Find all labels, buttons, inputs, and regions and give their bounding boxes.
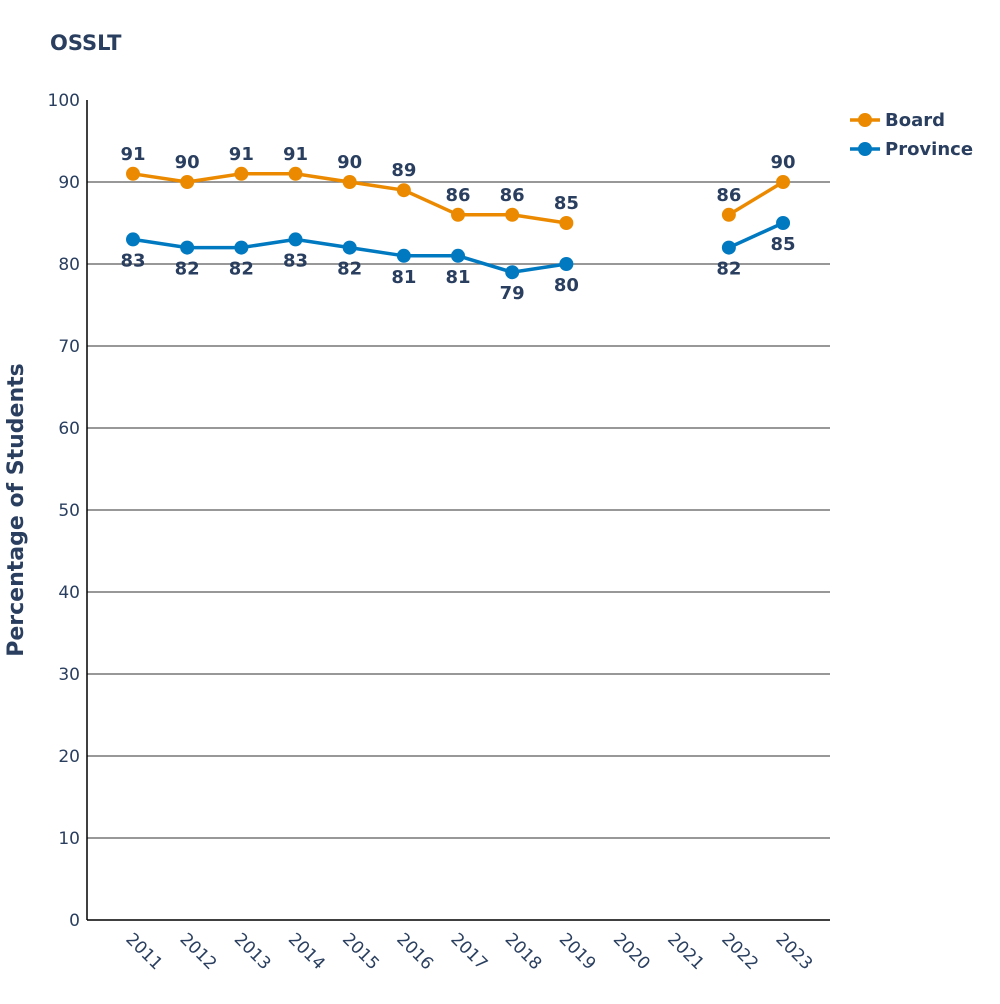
x-tick-label: 2016 [392,929,437,974]
data-point[interactable] [776,175,791,189]
data-point[interactable] [288,166,303,181]
x-tick-label: 2023 [772,929,817,974]
data-point[interactable] [721,207,736,222]
data-point[interactable] [180,240,195,255]
data-label: 81 [445,267,470,288]
legend-marker [858,142,872,156]
x-tick-label: 2019 [555,929,600,974]
y-tick-label: 70 [58,337,80,357]
x-tick-label: 2020 [609,929,654,974]
data-point[interactable] [180,175,195,189]
chart-title: OSSLT [50,31,122,55]
data-label: 86 [500,185,525,206]
data-label: 91 [120,144,145,165]
series-line [728,221,784,250]
data-label: 86 [716,185,741,206]
y-tick-label: 0 [69,911,80,931]
series-board: 91 90 91 91 90 89 86 86 85 86 90 [120,144,796,230]
series-province: 83 82 82 83 82 81 81 79 80 82 85 [120,216,796,304]
data-point[interactable] [234,240,249,255]
data-label: 82 [175,259,200,280]
y-tick-label: 50 [58,501,80,521]
data-point[interactable] [721,240,736,255]
data-point[interactable] [776,216,791,230]
data-point[interactable] [342,240,357,255]
data-point[interactable] [505,207,520,222]
data-label: 90 [175,152,200,173]
x-tick-label: 2015 [338,929,383,974]
legend-label: Board [885,110,945,131]
data-label: 90 [771,152,796,173]
data-label: 82 [716,259,741,280]
x-tick-label: 2017 [446,929,491,974]
data-point[interactable] [559,257,574,271]
data-label: 89 [391,160,416,181]
gridlines [87,181,830,839]
legend-label: Province [885,139,973,160]
x-tick-label: 2014 [284,929,329,974]
data-label: 82 [337,259,362,280]
data-point[interactable] [126,232,140,247]
data-point[interactable] [234,166,249,181]
series-line [727,180,784,217]
y-axis-ticks: 0 10 20 30 40 50 60 70 80 90 100 [48,91,80,931]
x-tick-label: 2021 [663,929,708,974]
legend[interactable]: Board Province [850,110,973,160]
x-tick-label: 2018 [501,929,546,974]
series-layer: 91 90 91 91 90 89 86 86 85 86 90 83 82 82 83 82 81 81 79 80… [120,144,795,304]
data-point[interactable] [126,166,140,181]
data-label: 85 [554,193,579,214]
y-tick-label: 90 [58,173,80,193]
data-label: 86 [445,185,470,206]
data-point[interactable] [451,207,466,222]
data-point[interactable] [288,232,303,247]
y-tick-label: 30 [58,665,80,685]
data-point[interactable] [559,216,574,230]
data-label: 80 [554,275,579,296]
data-point[interactable] [396,248,411,263]
x-tick-label: 2013 [230,929,275,974]
y-tick-label: 80 [58,255,80,275]
data-point[interactable] [342,175,357,189]
x-tick-label: 2012 [176,929,221,974]
y-tick-label: 20 [58,747,80,767]
legend-marker [858,113,872,127]
data-label: 85 [771,234,796,255]
y-axis-label: Percentage of Students [4,363,29,657]
data-point[interactable] [505,265,520,280]
data-label: 79 [500,283,525,304]
legend-item-province[interactable]: Province [850,139,973,160]
y-tick-label: 10 [58,829,80,849]
data-label: 83 [283,250,308,271]
y-tick-label: 60 [58,419,80,439]
legend-item-board[interactable]: Board [850,110,945,131]
data-point[interactable] [396,183,411,198]
x-axis-ticks: 2011 2012 2013 2014 2015 2016 2017 2018 2019 2020… [121,929,816,974]
data-label: 91 [283,144,308,165]
x-tick-label: 2022 [717,929,762,974]
data-label: 82 [229,259,254,280]
y-tick-label: 40 [58,583,80,603]
x-tick-label: 2011 [121,929,166,974]
data-label: 90 [337,152,362,173]
data-label: 83 [120,250,145,271]
data-label: 91 [229,144,254,165]
data-point[interactable] [451,248,466,263]
data-label: 81 [391,267,416,288]
y-tick-label: 100 [48,91,80,111]
